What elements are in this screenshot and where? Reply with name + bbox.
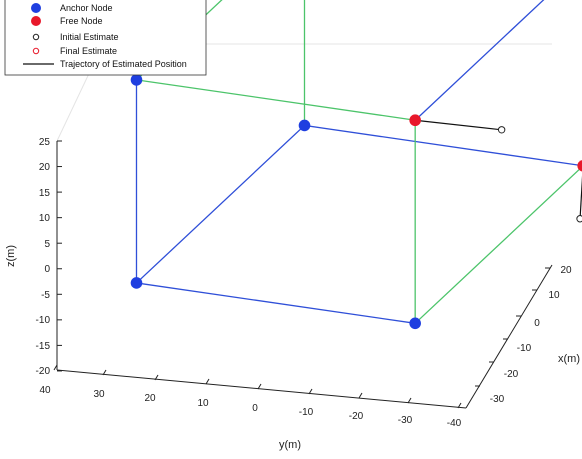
initial-estimates	[497, 126, 582, 223]
trajectory-line	[415, 119, 502, 131]
legend-anchor-marker	[31, 3, 41, 13]
y-tick-label: 0	[252, 403, 258, 414]
y-tick-mark	[457, 402, 462, 409]
y-tick-labels: 40 30 20 10 0 -10 -20 -30 -40	[39, 385, 461, 429]
y-axis-line	[56, 369, 467, 409]
legend-initial-label: Initial Estimate	[60, 32, 119, 42]
y-tick-label: -30	[398, 415, 413, 426]
y-tick-label: 40	[39, 385, 51, 396]
x-tick-label: -30	[490, 394, 505, 405]
x-tick-label: -10	[517, 343, 532, 354]
legend-anchor-label: Anchor Node	[60, 3, 113, 13]
z-tick-label: 25	[39, 137, 51, 148]
y-tick-mark	[407, 397, 412, 404]
cube-edge	[414, 166, 582, 324]
cube-edge	[304, 124, 582, 167]
z-tick-label: -20	[36, 366, 51, 377]
x-tick-label: 20	[560, 265, 572, 276]
z-tick-label: 0	[44, 264, 50, 275]
x-tick-label: 10	[548, 290, 560, 301]
initial-estimate-point	[576, 215, 582, 223]
y-axis-label: y(m)	[279, 439, 301, 451]
y-tick-label: 10	[197, 398, 209, 409]
cube-edge	[414, 0, 545, 121]
y-tick-label: -40	[447, 418, 462, 429]
tick-marks	[53, 140, 550, 409]
x-tick-label: 0	[534, 318, 540, 329]
z-tick-label: 20	[39, 162, 51, 173]
y-tick-label: 30	[93, 389, 105, 400]
legend-final-marker	[32, 47, 40, 55]
anchor-node-point	[298, 119, 311, 132]
y-tick-mark	[308, 388, 313, 395]
cube-edge	[136, 79, 416, 121]
free-node-point	[409, 114, 421, 127]
trajectories	[415, 119, 582, 219]
legend-final-label: Final Estimate	[60, 46, 117, 56]
legend: Anchor Node Free Node Initial Estimate F…	[4, 0, 207, 76]
legend-free-label: Free Node	[60, 16, 103, 26]
z-tick-label: -10	[36, 315, 51, 326]
y-tick-mark	[154, 374, 159, 381]
y-tick-mark	[102, 369, 107, 376]
z-tick-label: -5	[41, 290, 50, 301]
cube-edge	[136, 124, 305, 284]
legend-trajectory-label: Trajectory of Estimated Position	[60, 59, 187, 69]
z-tick-labels: 25 20 15 10 5 0 -5 -10 -15 -20	[36, 137, 51, 377]
legend-free-marker	[31, 16, 41, 26]
y-tick-label: -20	[349, 411, 364, 422]
y-tick-label: 20	[144, 393, 156, 404]
cube-edges	[135, 0, 582, 324]
z-axis-label: z(m)	[5, 245, 17, 267]
anchor-node-point	[130, 74, 143, 86]
nodes	[130, 74, 582, 330]
y-tick-mark	[205, 378, 210, 385]
y-tick-mark	[53, 364, 58, 371]
z-tick-label: -15	[36, 341, 51, 352]
axis-lines	[56, 141, 553, 409]
z-tick-label: 5	[44, 239, 50, 250]
y-tick-mark	[257, 383, 262, 390]
free-node-point	[577, 160, 582, 172]
z-tick-label: 15	[39, 188, 51, 199]
anchor-node-point	[409, 317, 421, 330]
z-tick-label: 10	[39, 213, 51, 224]
y-tick-label: -10	[299, 407, 314, 418]
legend-initial-marker	[32, 33, 40, 41]
x-tick-label: -20	[504, 369, 519, 380]
y-tick-mark	[358, 392, 363, 399]
x-tick-labels: 20 10 0 -10 -20 -30	[490, 265, 572, 405]
anchor-node-point	[130, 277, 143, 289]
cube-edge	[136, 282, 416, 324]
x-axis-line	[465, 264, 553, 409]
initial-estimate-point	[497, 126, 506, 134]
x-axis-label: x(m)	[558, 353, 580, 365]
